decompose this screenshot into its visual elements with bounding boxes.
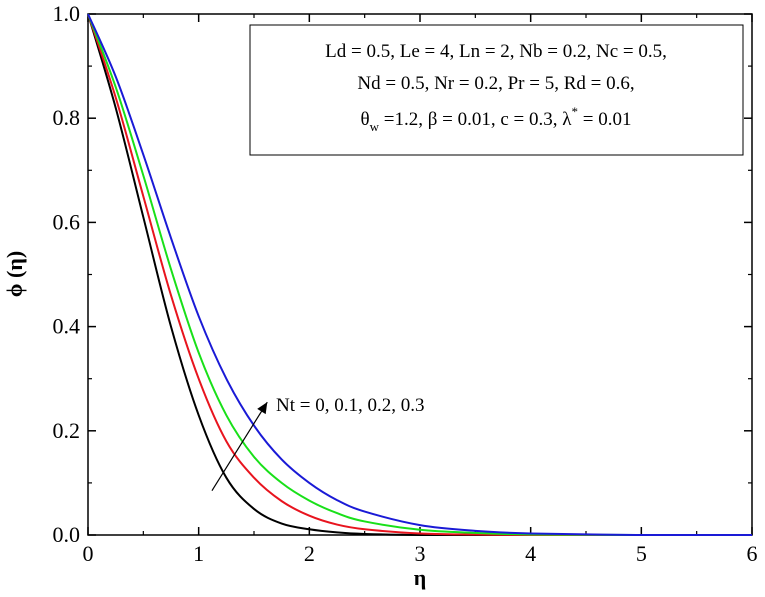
- legend-lambda-superscript: *: [572, 104, 579, 119]
- y-tick-labels: 0.0 0.2 0.4 0.6 0.8 1.0: [53, 1, 81, 547]
- legend-theta: θ: [361, 109, 370, 130]
- x-axis-title: η: [414, 565, 427, 590]
- x-tick-label: 2: [304, 541, 315, 566]
- legend-line-3: θw =1.2, β = 0.01, c = 0.3, λ* = 0.01: [361, 104, 632, 134]
- y-tick-label: 1.0: [53, 1, 81, 26]
- x-tick-label: 1: [193, 541, 204, 566]
- legend-line-3-end: = 0.01: [578, 109, 631, 130]
- x-tick-labels: 0 1 2 3 4 5 6: [83, 541, 758, 566]
- x-tick-label: 6: [747, 541, 758, 566]
- x-tick-label: 5: [636, 541, 647, 566]
- legend-box: Ld = 0.5, Le = 4, Ln = 2, Nb = 0.2, Nc =…: [249, 24, 744, 156]
- legend-line-3-middle: =1.2, β = 0.01, c = 0.3, λ: [379, 109, 572, 130]
- annotation-arrow: [211, 401, 268, 492]
- y-tick-label: 0.0: [53, 522, 81, 547]
- series-lines: [87, 13, 752, 536]
- legend-line-2: Nd = 0.5, Nr = 0.2, Pr = 5, Rd = 0.6,: [357, 73, 634, 94]
- y-tick-label: 0.4: [53, 314, 81, 339]
- legend-border: [249, 24, 744, 156]
- legend-line-1: Ld = 0.5, Le = 4, Ln = 2, Nb = 0.2, Nc =…: [325, 41, 667, 62]
- annotation-label: Nt = 0, 0.1, 0.2, 0.3: [276, 395, 424, 416]
- y-axis-title: ϕ (η): [2, 251, 27, 297]
- annotation-arrow-head: [257, 402, 268, 415]
- x-tick-label: 4: [525, 541, 536, 566]
- y-tick-label: 0.6: [53, 209, 81, 234]
- legend-theta-subscript: w: [370, 119, 380, 134]
- x-tick-label: 0: [83, 541, 94, 566]
- annotation-arrow-shaft: [211, 401, 268, 492]
- x-tick-label: 3: [415, 541, 426, 566]
- series-line-3: [87, 13, 752, 536]
- y-tick-label: 0.8: [53, 105, 81, 130]
- y-tick-label: 0.2: [53, 418, 81, 443]
- series-line-4: [87, 13, 752, 536]
